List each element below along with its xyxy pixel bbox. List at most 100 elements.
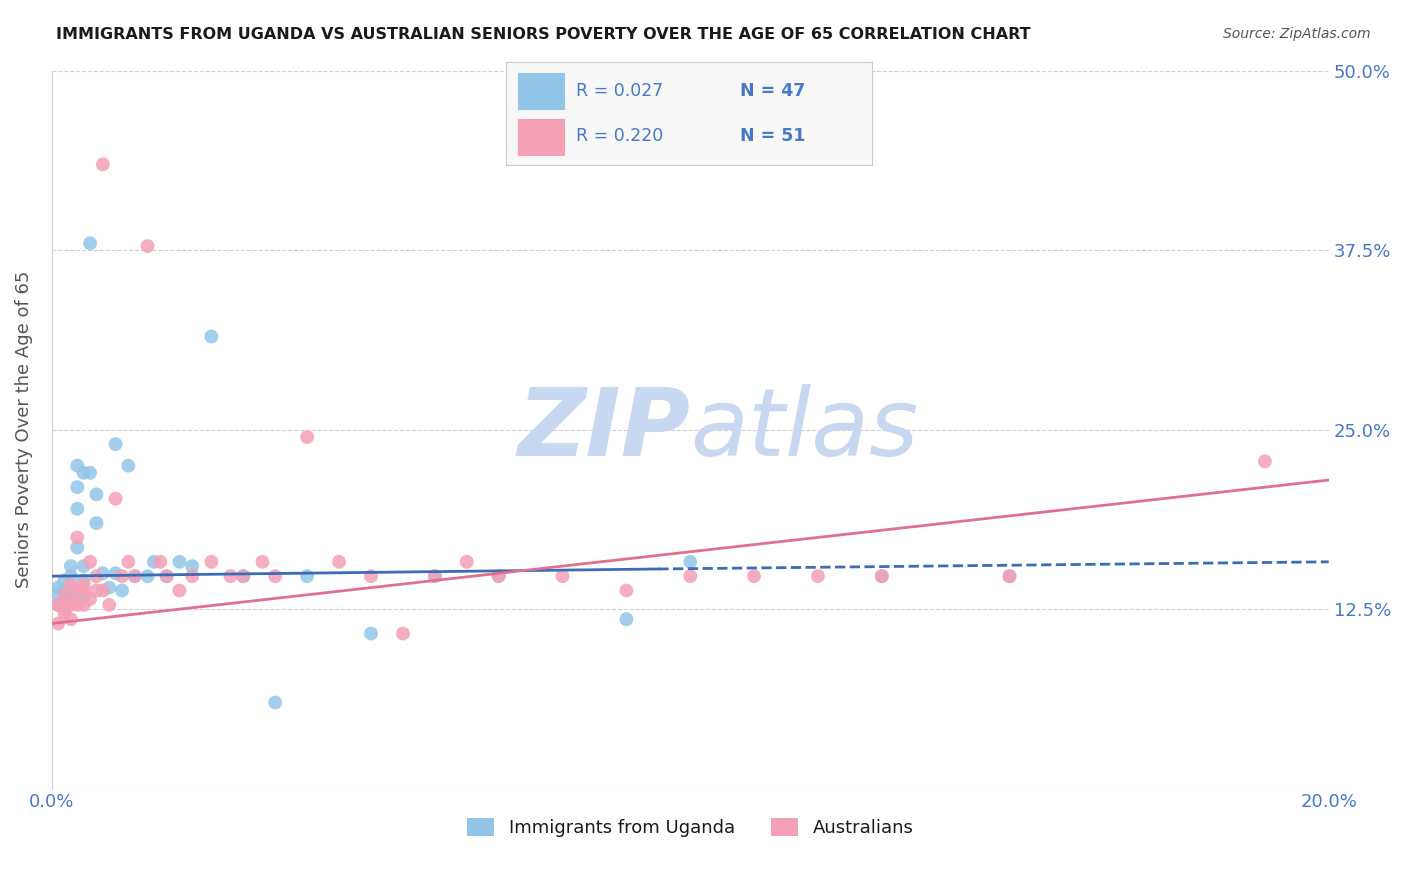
Text: ZIP: ZIP <box>517 384 690 475</box>
Point <box>59 592 82 607</box>
Point <box>59 581 82 595</box>
Point <box>73 598 96 612</box>
Point <box>232 569 254 583</box>
Point <box>53 588 76 602</box>
Text: N = 51: N = 51 <box>740 127 806 145</box>
Point <box>423 569 446 583</box>
Point <box>232 569 254 583</box>
Point <box>124 569 146 583</box>
Point <box>86 569 108 583</box>
Point <box>46 581 69 595</box>
Point <box>59 595 82 609</box>
Y-axis label: Seniors Poverty Over the Age of 65: Seniors Poverty Over the Age of 65 <box>15 271 32 589</box>
Point <box>53 574 76 588</box>
Point <box>295 430 318 444</box>
FancyBboxPatch shape <box>517 71 565 110</box>
Point <box>86 583 108 598</box>
Point <box>53 598 76 612</box>
Point <box>53 595 76 609</box>
Point <box>219 569 242 583</box>
Point <box>59 569 82 583</box>
Point <box>181 569 204 583</box>
Point <box>423 569 446 583</box>
Point <box>169 583 191 598</box>
Point <box>73 578 96 592</box>
Point <box>73 583 96 598</box>
Point <box>66 501 89 516</box>
Text: R = 0.220: R = 0.220 <box>575 127 662 145</box>
Point <box>59 588 82 602</box>
Point <box>117 555 139 569</box>
Point <box>66 541 89 555</box>
Point <box>998 569 1021 583</box>
Point <box>488 569 510 583</box>
Point <box>616 583 638 598</box>
Point <box>91 157 114 171</box>
FancyBboxPatch shape <box>517 118 565 156</box>
Point <box>59 612 82 626</box>
Point <box>53 583 76 598</box>
Point <box>59 578 82 592</box>
Point <box>79 236 101 251</box>
Point <box>91 583 114 598</box>
Point <box>169 555 191 569</box>
Point <box>91 566 114 581</box>
Point <box>295 569 318 583</box>
Point <box>264 695 287 709</box>
Point <box>360 569 382 583</box>
Point <box>46 616 69 631</box>
Point <box>156 569 179 583</box>
Point <box>79 555 101 569</box>
Text: Source: ZipAtlas.com: Source: ZipAtlas.com <box>1223 27 1371 41</box>
Point <box>104 437 127 451</box>
Point <box>73 588 96 602</box>
Point <box>200 329 222 343</box>
Point <box>111 583 134 598</box>
Point <box>551 569 574 583</box>
Point <box>53 602 76 616</box>
Point <box>149 555 172 569</box>
Point <box>456 555 478 569</box>
Point <box>66 583 89 598</box>
Point <box>328 555 350 569</box>
Point <box>807 569 830 583</box>
Point <box>142 555 165 569</box>
Point <box>46 598 69 612</box>
Point <box>264 569 287 583</box>
Point <box>98 598 121 612</box>
Point <box>79 592 101 607</box>
Point <box>86 516 108 530</box>
Point <box>870 569 893 583</box>
Text: IMMIGRANTS FROM UGANDA VS AUSTRALIAN SENIORS POVERTY OVER THE AGE OF 65 CORRELAT: IMMIGRANTS FROM UGANDA VS AUSTRALIAN SEN… <box>56 27 1031 42</box>
Legend: Immigrants from Uganda, Australians: Immigrants from Uganda, Australians <box>460 810 921 844</box>
Point <box>252 555 274 569</box>
Point <box>181 559 204 574</box>
Point <box>66 480 89 494</box>
Point <box>870 569 893 583</box>
Point <box>66 458 89 473</box>
Point <box>59 598 82 612</box>
Point <box>156 569 179 583</box>
Point <box>136 239 159 253</box>
Point <box>117 458 139 473</box>
Point <box>124 569 146 583</box>
Point <box>46 588 69 602</box>
Point <box>66 598 89 612</box>
Point <box>360 626 382 640</box>
Point <box>73 559 96 574</box>
Text: N = 47: N = 47 <box>740 82 806 100</box>
Point <box>86 487 108 501</box>
Point <box>136 569 159 583</box>
Point <box>73 574 96 588</box>
Point <box>104 566 127 581</box>
Text: R = 0.027: R = 0.027 <box>575 82 662 100</box>
Point <box>998 569 1021 583</box>
Text: atlas: atlas <box>690 384 918 475</box>
Point <box>104 491 127 506</box>
Point <box>66 530 89 544</box>
Point <box>73 466 96 480</box>
Point <box>79 466 101 480</box>
Point <box>200 555 222 569</box>
Point <box>616 612 638 626</box>
Point <box>98 581 121 595</box>
